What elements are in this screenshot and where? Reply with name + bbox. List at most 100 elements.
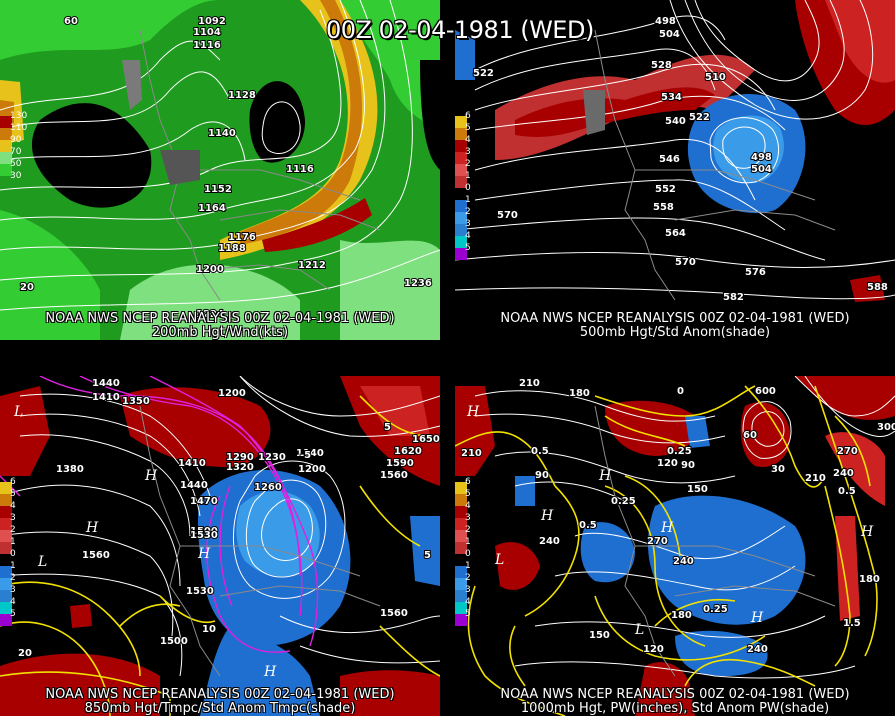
legend-label: 2 [465,573,471,583]
contour-label: 582 [723,292,744,303]
contour-label: 1.5 [843,618,861,629]
legend-label: 4 [10,597,16,607]
contour-label: 240 [539,536,560,547]
contour-label: 300 [877,422,895,433]
contour-label: 210 [461,448,482,459]
legend-label: 0 [465,183,471,193]
contour-label: 1116 [286,164,314,175]
contour-label: 5 [424,550,431,561]
legend-swatch [455,224,467,236]
legend-swatch [0,176,12,188]
contour-label: 1092 [198,16,226,27]
contour-label: 1590 [386,458,414,469]
legend-swatch [0,530,12,542]
legend-swatch [455,152,467,164]
contour-label: 576 [745,267,766,278]
svg-text:H: H [598,468,612,484]
contour-label: 504 [659,29,680,40]
contour-label: 1500 [160,636,188,647]
legend-label: 5 [465,489,471,499]
contour-label: 0.25 [703,604,728,615]
legend-label: 1 [10,537,16,547]
contour-label: 588 [867,282,888,293]
legend-label: 110 [10,123,28,133]
legend-label: 0 [10,549,16,559]
legend-label: 3 [465,219,471,229]
legend-swatch [0,116,12,128]
contour-label: 20 [18,648,32,659]
legend-label: 2 [465,207,471,217]
contour-label: 1560 [380,470,408,481]
legend-label: 70 [10,147,22,157]
contour-label: 1650 [412,434,440,445]
legend-swatch [455,164,467,176]
contour-label: 1440 [92,378,120,389]
legend-label: 3 [465,147,471,157]
contour-label: 90 [681,460,695,471]
legend-swatch [455,128,467,140]
contour-label: 540 [665,116,686,127]
legend-label: 1 [465,561,471,571]
legend-swatch [455,554,467,566]
contour-label: 150 [589,630,610,641]
contour-label: 120 [643,644,664,655]
legend-label: 2 [465,525,471,535]
legend-swatch [455,140,467,152]
contour-label: 564 [665,228,686,239]
contour-label: 1260 [254,482,282,493]
legend-label: 5 [465,243,471,253]
contour-label: 570 [675,257,696,268]
legend-swatch [0,164,12,176]
legend-swatch [455,518,467,530]
caption-field: 1000mb Hgt, PW(inches), Std Anom PW(shad… [520,701,830,716]
legend-label: 4 [465,135,471,145]
contour-label: 522 [689,112,710,123]
contour-label: 240 [833,468,854,479]
legend-label: 5 [10,609,16,619]
legend-swatch [455,188,467,200]
panel-850mb: L H H H L H 1440 1410 1350 1200 1380 1410 1290… [0,376,440,716]
legend-label: 4 [465,597,471,607]
svg-text:H: H [144,468,158,484]
contour-label: 240 [673,556,694,567]
color-legend: 6 5 4 3 2 1 0 1 2 3 4 5 [455,111,473,266]
contour-label: 510 [705,72,726,83]
contour-label: 240 [747,644,768,655]
contour-label: 1380 [56,464,84,475]
legend-label: 1 [465,171,471,181]
contour-label: 180 [671,610,692,621]
svg-text:H: H [860,524,874,540]
panel-200mb: 1092 1104 1116 1128 1140 1116 1152 1164 1176 1188… [0,0,440,340]
legend-label: 0 [465,549,471,559]
contour-label: 1128 [228,90,256,101]
legend-label: 3 [465,585,471,595]
contour-label: 0.25 [667,446,692,457]
contour-label: 1140 [296,448,324,459]
contour-label: 528 [651,60,672,71]
contour-label: 534 [661,92,682,103]
caption-field: 200mb Hgt/Wnd(kts) [151,325,289,340]
svg-text:H: H [197,546,211,562]
legend-swatch [455,494,467,506]
contour-label: 570 [497,210,518,221]
svg-text:H: H [540,508,554,524]
contour-label: 150 [687,484,708,495]
svg-text:L: L [13,404,23,420]
contour-label: 30 [771,464,785,475]
contour-label: 60 [64,16,78,27]
legend-swatch [0,506,12,518]
svg-text:H: H [750,610,764,626]
panel-1000mb: H H H H L L H H 210 180 0 600 300 210 0.5 0.25 1… [455,376,895,716]
contour-label: 1200 [196,264,224,275]
legend-swatch [455,482,467,494]
contour-label: 0.5 [838,486,856,497]
contour-label: 522 [473,68,494,79]
legend-label: 2 [465,159,471,169]
contour-label: 0.25 [611,496,636,507]
contour-label: 1224 [196,309,224,320]
legend-swatch [455,590,467,602]
contour-label: 1290 [226,452,254,463]
